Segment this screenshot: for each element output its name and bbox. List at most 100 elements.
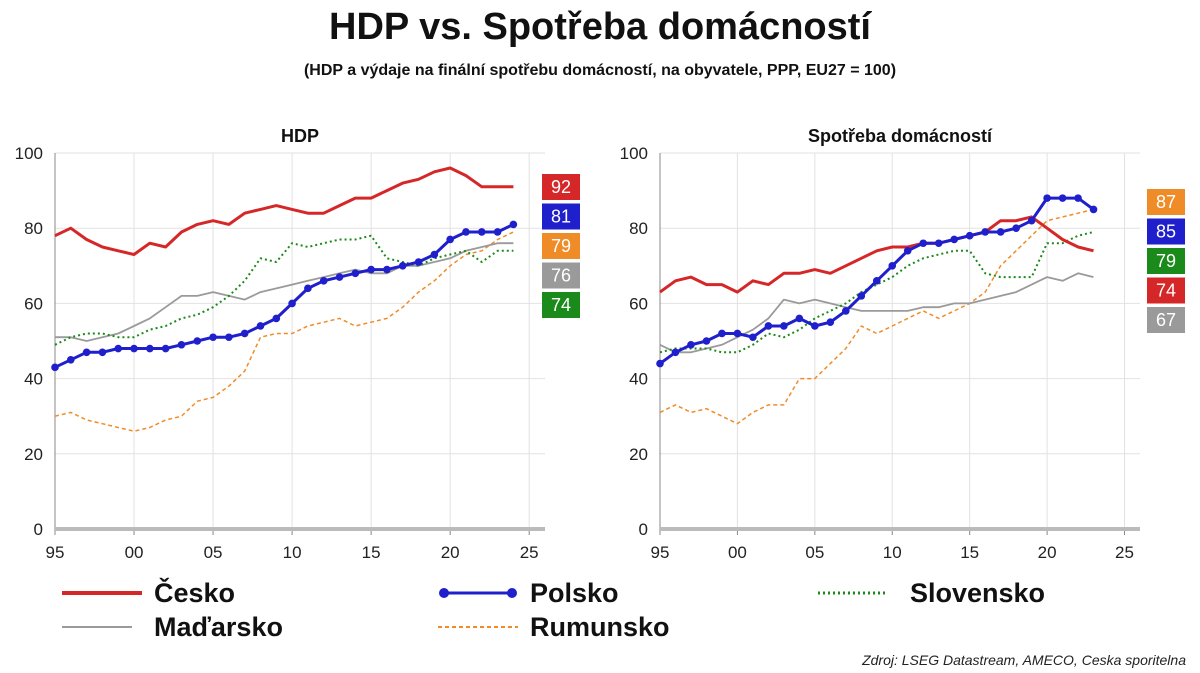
hdp-y-tick-label: 80 (24, 219, 43, 238)
hdp-series-cesko (54, 166, 514, 256)
hdp-point-polsko (414, 258, 423, 266)
spotreba-point-polsko (826, 318, 835, 327)
hdp-point-polsko (288, 299, 296, 308)
hdp-point-polsko (98, 348, 107, 357)
spotreba-point-polsko (872, 277, 881, 285)
hdp-y-tick-label: 100 (15, 144, 43, 163)
spotreba-x-tick-label: 25 (1115, 543, 1134, 562)
hdp-x-tick-label: 15 (362, 543, 381, 562)
spotreba-point-polsko (965, 231, 974, 240)
spotreba-y-tick-label: 40 (629, 370, 648, 389)
hdp-x-tick-label: 20 (441, 543, 460, 562)
spotreba-end-label-bg-rumunsko (1147, 189, 1185, 215)
spotreba-end-label-slovensko: 79 (1156, 251, 1176, 271)
spotreba-end-label-cesko: 74 (1156, 281, 1176, 301)
chart-subtitle: (HDP a výdaje na finální spotřebu domácn… (303, 62, 897, 79)
spotreba-point-polsko (857, 292, 866, 300)
hdp-point-polsko (272, 314, 281, 323)
hdp-x-tick-label: 05 (204, 543, 223, 562)
hdp-point-polsko (351, 269, 360, 278)
hdp-point-polsko (177, 340, 186, 349)
hdp-point-polsko (319, 277, 328, 285)
spotreba-end-label-bg-madarsko (1147, 307, 1185, 333)
spotreba-point-polsko (687, 340, 695, 349)
hdp-point-polsko (493, 228, 502, 236)
hdp-point-polsko (82, 348, 91, 357)
spotreba-point-polsko (1058, 194, 1067, 202)
hdp-point-polsko (130, 344, 138, 353)
spotreba-point-polsko (733, 329, 742, 338)
legend-item-madarsko: Maďarsko (62, 612, 283, 642)
legend-swatch-rumunsko (438, 626, 518, 628)
hdp-point-polsko (383, 265, 391, 274)
hdp-point-polsko (430, 250, 439, 259)
spotreba-series-madarsko (659, 272, 1094, 354)
hdp-y-tick-label: 40 (24, 370, 43, 389)
spotreba-end-label-madarsko: 67 (1156, 310, 1176, 330)
spotreba-point-polsko (764, 322, 773, 330)
legend-label-rumunsko: Rumunsko (530, 611, 670, 642)
spotreba-x-tick-label: 95 (651, 543, 670, 562)
hdp-point-polsko (209, 333, 217, 342)
hdp-point-polsko (446, 235, 454, 244)
spotreba-series-rumunsko (659, 208, 1094, 425)
hdp-y-tick-label: 0 (34, 520, 43, 539)
hdp-series-rumunsko (54, 231, 514, 432)
chart-spotreba: Spotřeba domácností 0 20 40 60 80 100 95 00 05 10 1… (620, 126, 1185, 562)
spotreba-x-tick-label: 05 (805, 543, 824, 562)
hdp-x-axis (55, 527, 545, 531)
spotreba-point-polsko (1027, 216, 1036, 225)
spotreba-point-polsko (950, 235, 958, 244)
spotreba-x-tick-label: 20 (1038, 543, 1057, 562)
spotreba-point-polsko (718, 329, 726, 338)
chart-title: HDP vs. Spotřeba domácností (329, 6, 871, 48)
spotreba-point-polsko (749, 333, 757, 342)
hdp-point-polsko (367, 265, 375, 274)
spotreba-x-tick-label: 15 (960, 543, 979, 562)
spotreba-y-tick-label: 20 (629, 445, 648, 464)
hdp-end-label-cesko: 92 (551, 177, 571, 197)
hdp-end-label-bg-cesko (542, 174, 580, 200)
spotreba-point-polsko (656, 359, 664, 368)
hdp-point-polsko (114, 344, 123, 353)
spotreba-x-tick-label: 10 (883, 543, 902, 562)
hdp-y-tick-label: 60 (24, 294, 43, 313)
spotreba-point-polsko (981, 228, 989, 236)
legend-label-slovensko: Slovensko (910, 577, 1046, 608)
spotreba-end-label-bg-cesko (1147, 277, 1185, 304)
legend-swatch-madarsko (62, 626, 132, 628)
spotreba-point-polsko (903, 246, 912, 255)
spotreba-point-polsko (1012, 224, 1020, 232)
spotreba-point-polsko (919, 239, 928, 248)
hdp-point-polsko (398, 262, 407, 270)
hdp-x-tick-label: 10 (283, 543, 302, 562)
spotreba-x-tick-label: 00 (728, 543, 747, 562)
hdp-x-tick-label: 25 (520, 543, 539, 562)
legend-item-rumunsko: Rumunsko (438, 612, 670, 642)
spotreba-point-polsko (996, 228, 1005, 236)
hdp-end-label-madarsko: 76 (551, 266, 571, 286)
hdp-point-polsko (335, 273, 344, 281)
spotreba-point-polsko (702, 337, 711, 345)
hdp-y-tick-label: 20 (24, 445, 43, 464)
spotreba-point-polsko (671, 348, 680, 357)
hdp-point-polsko (304, 284, 312, 293)
spotreba-series-cesko (659, 215, 1094, 294)
hdp-end-label-bg-rumunsko (542, 233, 580, 259)
hdp-point-polsko (240, 329, 249, 338)
legend-swatch-slovensko (818, 591, 888, 595)
legend-label-madarsko: Maďarsko (154, 611, 283, 642)
hdp-end-label-slovensko: 74 (551, 295, 571, 315)
spotreba-end-label-polsko: 85 (1156, 222, 1176, 242)
legend-label-cesko: Česko (154, 577, 236, 608)
legend-swatch-cesko (62, 591, 142, 595)
hdp-point-polsko (161, 344, 170, 353)
hdp-point-polsko (146, 344, 154, 353)
legend-label-polsko: Polsko (530, 577, 619, 608)
hdp-x-tick-label: 00 (125, 543, 144, 562)
legend-item-cesko: Česko (62, 578, 235, 608)
hdp-point-polsko (462, 228, 470, 236)
legend-item-slovensko: Slovensko (818, 578, 1045, 608)
spotreba-panel-title: Spotřeba domácností (808, 126, 993, 146)
hdp-point-polsko (67, 356, 75, 364)
